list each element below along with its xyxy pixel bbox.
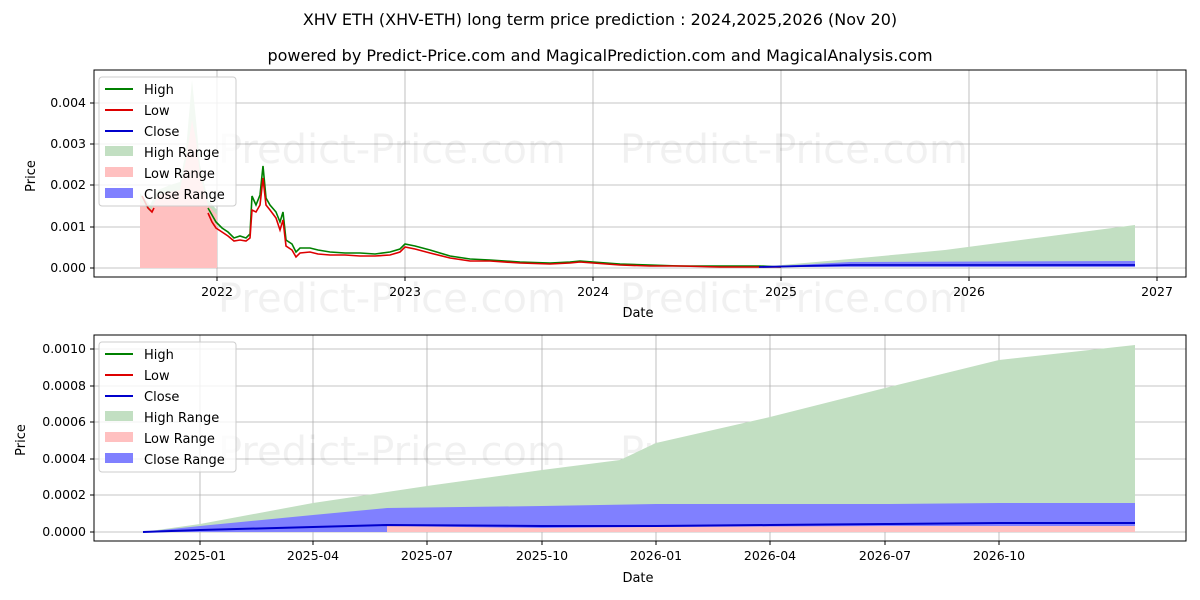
svg-text:0.001: 0.001: [50, 219, 86, 234]
bottom-axes-frame: [93, 334, 1187, 542]
svg-text:Close: Close: [144, 390, 179, 405]
svg-text:2024: 2024: [577, 284, 609, 299]
legend-low-label: Low: [144, 104, 170, 119]
legend-close-range-swatch: [105, 188, 133, 198]
svg-text:0.003: 0.003: [50, 136, 86, 151]
top-low-line: [207, 177, 781, 268]
svg-text:0.000: 0.000: [50, 260, 86, 275]
svg-text:2025-07: 2025-07: [401, 548, 453, 563]
top-forecast-close-line: [758, 264, 1135, 268]
top-x-ticks: 2022 2023 2024 2025 2026 2027: [201, 284, 1173, 299]
bottom-tick-marks: [90, 348, 1000, 545]
svg-text:0.0004: 0.0004: [42, 451, 86, 466]
svg-text:0.0002: 0.0002: [42, 487, 86, 502]
svg-text:2026-01: 2026-01: [630, 548, 682, 563]
watermark: Predict-Price.com: [218, 429, 566, 475]
svg-text:High Range: High Range: [144, 411, 219, 426]
legend-close-range-label: Close Range: [144, 188, 225, 203]
svg-text:2026: 2026: [953, 284, 985, 299]
top-y-ticks: 0.000 0.001 0.002 0.003 0.004: [50, 95, 86, 275]
bottom-legend: High Low Close High Range Low Range Clos…: [98, 341, 237, 473]
legend-high-label: High: [144, 83, 174, 98]
legend-high-range-swatch: [105, 146, 133, 156]
svg-text:2025-04: 2025-04: [287, 548, 339, 563]
svg-text:2026-04: 2026-04: [744, 548, 796, 563]
svg-text:2023: 2023: [389, 284, 421, 299]
svg-text:0.002: 0.002: [50, 177, 86, 192]
svg-text:2022: 2022: [201, 284, 233, 299]
svg-text:Low: Low: [144, 369, 170, 384]
legend-close-label: Close: [144, 125, 179, 140]
watermark: Predict-Price.com: [218, 127, 566, 173]
svg-text:0.0006: 0.0006: [42, 414, 86, 429]
watermark: Predict-Price.com: [218, 276, 566, 322]
svg-text:2026-07: 2026-07: [859, 548, 911, 563]
top-y-axis-label: Price: [24, 160, 39, 192]
legend-low-range-label: Low Range: [144, 167, 215, 182]
legend-high-range-label: High Range: [144, 146, 219, 161]
top-axes-frame: [93, 69, 1187, 278]
watermark: Predict-Price.com: [620, 127, 968, 173]
bottom-chart: Predict-Price.com Predict-Price.com 0.00…: [14, 334, 1187, 586]
svg-text:0.0010: 0.0010: [42, 341, 86, 356]
svg-text:Close Range: Close Range: [144, 453, 225, 468]
svg-text:2025-10: 2025-10: [516, 548, 568, 563]
svg-text:Low Range: Low Range: [144, 432, 215, 447]
bottom-high-range-area: [143, 345, 1135, 532]
legend-low-range-swatch: [105, 167, 133, 177]
top-x-axis-label: Date: [622, 306, 653, 321]
svg-text:0.004: 0.004: [50, 95, 86, 110]
bottom-y-axis-label: Price: [14, 424, 29, 456]
svg-text:High: High: [144, 348, 174, 363]
svg-text:0.0000: 0.0000: [42, 524, 86, 539]
chart-title: XHV ETH (XHV-ETH) long term price predic…: [302, 10, 898, 29]
svg-text:2026-10: 2026-10: [973, 548, 1025, 563]
top-tick-marks: [90, 102, 1158, 281]
watermark: Predict-Price.com: [620, 276, 968, 322]
top-forecast-high-range: [759, 225, 1135, 267]
top-chart: Predict-Price.com Predict-Price.com Pred…: [24, 69, 1187, 322]
svg-text:2025: 2025: [765, 284, 797, 299]
bottom-x-axis-label: Date: [622, 571, 653, 586]
svg-text:0.0008: 0.0008: [42, 378, 86, 393]
svg-text:2027: 2027: [1141, 284, 1173, 299]
bottom-close-line: [142, 522, 1135, 533]
top-high-line: [207, 165, 782, 268]
top-grid: [94, 70, 1186, 277]
chart-subtitle: powered by Predict-Price.com and Magical…: [267, 46, 933, 65]
bottom-x-ticks: 2025-01 2025-04 2025-07 2025-10 2026-01 …: [174, 548, 1025, 563]
bottom-low-range-area: [387, 526, 1135, 532]
bottom-y-ticks: 0.0000 0.0002 0.0004 0.0006 0.0008 0.001…: [42, 341, 86, 539]
top-legend: High Low Close High Range Low Range Clos…: [98, 76, 237, 207]
svg-text:2025-01: 2025-01: [174, 548, 226, 563]
